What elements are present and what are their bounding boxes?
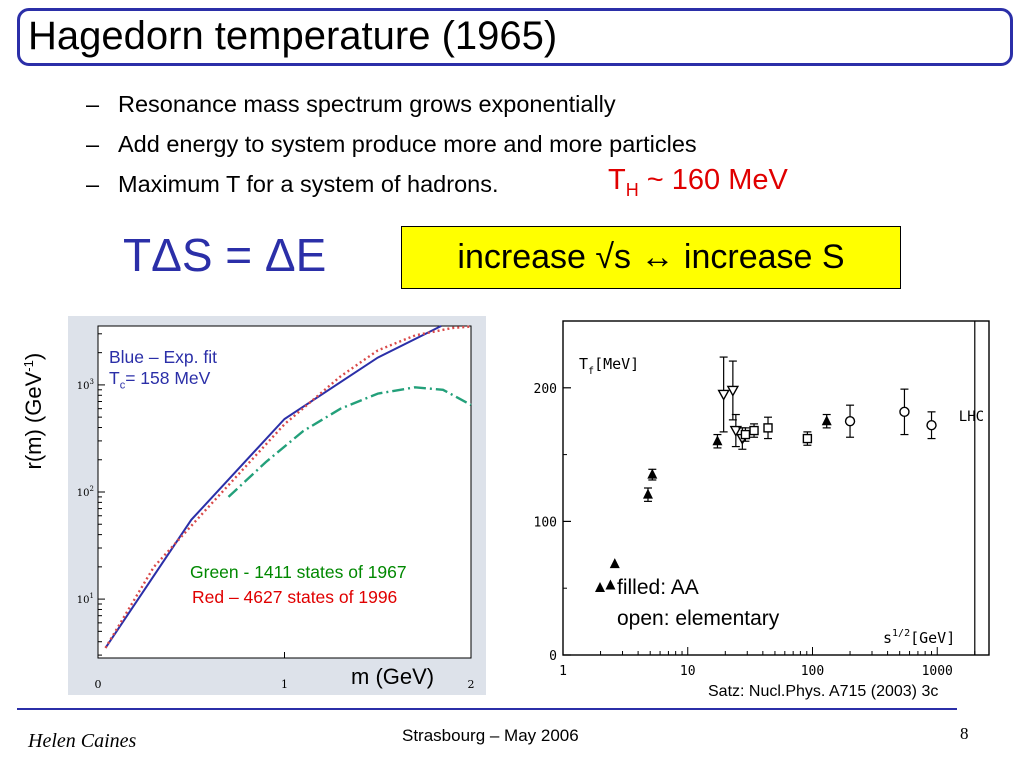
th-value: ~ 160 MeV: [638, 164, 788, 196]
right-chart-legend: filled: AA open: elementary: [595, 572, 780, 634]
bullet-item: – Maximum T for a system of hadrons.: [86, 164, 697, 204]
legend-filled-label: filled: AA: [617, 576, 699, 599]
elementary-data-point: [802, 433, 813, 444]
left-chart-x-label: m (GeV): [351, 664, 435, 689]
th-symbol: T: [608, 164, 626, 196]
y-label-close: ): [21, 352, 47, 361]
left-series-line: [104, 325, 472, 649]
left-series-line: [227, 386, 472, 498]
title-box: [17, 8, 1013, 66]
left-chart-y-label: r(m) (GeV-1): [21, 341, 47, 481]
aa-data-point: [712, 435, 723, 446]
left-y-tick-label: 103: [77, 378, 94, 392]
right-x-tick-label: 10: [680, 664, 696, 679]
tc-subscript: c: [119, 379, 126, 392]
elementary-data-point: [926, 420, 937, 431]
y-label-text: r(m) (GeV: [21, 371, 47, 470]
elementary-data-point: [717, 389, 730, 401]
right-plot-frame: [562, 320, 990, 656]
right-y-tick-label: 100: [534, 515, 557, 530]
left-plot-area: [97, 325, 472, 659]
left-y-tick-label: 101: [77, 592, 94, 606]
bullet-marker: –: [86, 131, 100, 157]
aa-data-point: [609, 558, 620, 569]
elementary-data-point: [726, 385, 740, 397]
bullet-text: Add energy to system produce more and mo…: [118, 131, 697, 157]
elementary-data-point: [729, 425, 743, 437]
aa-data-point: [642, 488, 653, 499]
left-x-tick-label: 2: [468, 678, 475, 691]
blue-fit-temperature: Tc= 158 MeV: [109, 368, 217, 397]
elementary-data-point: [740, 429, 751, 440]
footer-divider: [17, 708, 957, 710]
y-label-sup: -1: [20, 360, 36, 372]
right-x-tick-label: 100: [801, 664, 824, 679]
right-x-tick-label: 1000: [922, 664, 953, 679]
aa-data-point: [605, 579, 616, 590]
bullet-item: – Add energy to system produce more and m…: [86, 124, 697, 164]
blue-fit-label: Blue – Exp. fit: [109, 347, 217, 367]
right-chart-svg: 0 100 200 1 10 100 1000 LHC Tf[MeV] s1/2[GeV]: [534, 320, 990, 679]
left-series-line: [104, 325, 442, 649]
page-number: 8: [960, 724, 969, 743]
tc-symbol: T: [109, 368, 120, 388]
elementary-data-point: [899, 406, 910, 418]
entropy-equation: TΔS = ΔE: [123, 229, 327, 281]
elementary-data-point: [749, 425, 759, 436]
source-citation: Satz: Nucl.Phys. A715 (2003) 3c: [708, 683, 939, 700]
bullet-list: – Resonance mass spectrum grows exponenti…: [86, 84, 697, 204]
legend-open: open: elementary: [617, 607, 780, 630]
highlight-box: increase √s ↔ increase S: [401, 226, 901, 289]
right-y-tick-label: 200: [534, 382, 557, 397]
footer-author: Helen Caines: [28, 730, 137, 752]
footer-conference: Strasbourg – May 2006: [402, 726, 579, 745]
right-x-tick-label: 1: [559, 664, 567, 679]
filled-triangle-icon: [595, 582, 605, 592]
left-chart-svg: 101 102 103 0 1 2: [77, 325, 475, 691]
right-y-axis-title: Tf[MeV]: [579, 355, 639, 377]
left-y-tick-label: 102: [77, 485, 94, 499]
aa-data-point: [821, 415, 832, 426]
right-x-axis-title: s1/2[GeV]: [883, 628, 955, 647]
aa-data-point: [647, 468, 658, 479]
red-series-note: Red – 4627 states of 1996: [192, 587, 398, 607]
right-y-tick-label: 0: [549, 649, 557, 664]
elementary-data-point: [763, 423, 773, 433]
bullet-text: Maximum T for a system of hadrons.: [118, 171, 499, 197]
elementary-data-point: [844, 415, 856, 427]
th-subscript: H: [625, 179, 639, 200]
slide-title: Hagedorn temperature (1965): [28, 14, 558, 58]
bullet-marker: –: [86, 91, 100, 117]
tc-value: = 158 MeV: [125, 368, 211, 388]
blue-fit-note: Blue – Exp. fit Tc= 158 MeV: [109, 347, 217, 397]
green-series-note: Green - 1411 states of 1967: [190, 562, 407, 582]
bullet-marker: –: [86, 171, 100, 197]
bullet-text: Resonance mass spectrum grows exponentia…: [118, 91, 616, 117]
left-chart-panel: 101 102 103 0 1 2: [68, 316, 486, 695]
lhc-label: LHC: [959, 409, 984, 425]
hagedorn-temperature-note: TH ~ 160 MeV: [608, 164, 788, 201]
left-x-tick-label: 0: [95, 678, 102, 691]
legend-filled: filled: AA: [595, 572, 779, 603]
bullet-item: – Resonance mass spectrum grows exponenti…: [86, 84, 697, 124]
left-x-tick-label: 1: [281, 678, 288, 691]
right-chart-panel: 0 100 200 1 10 100 1000 LHC Tf[MeV] s1/2[GeV]: [517, 315, 999, 687]
